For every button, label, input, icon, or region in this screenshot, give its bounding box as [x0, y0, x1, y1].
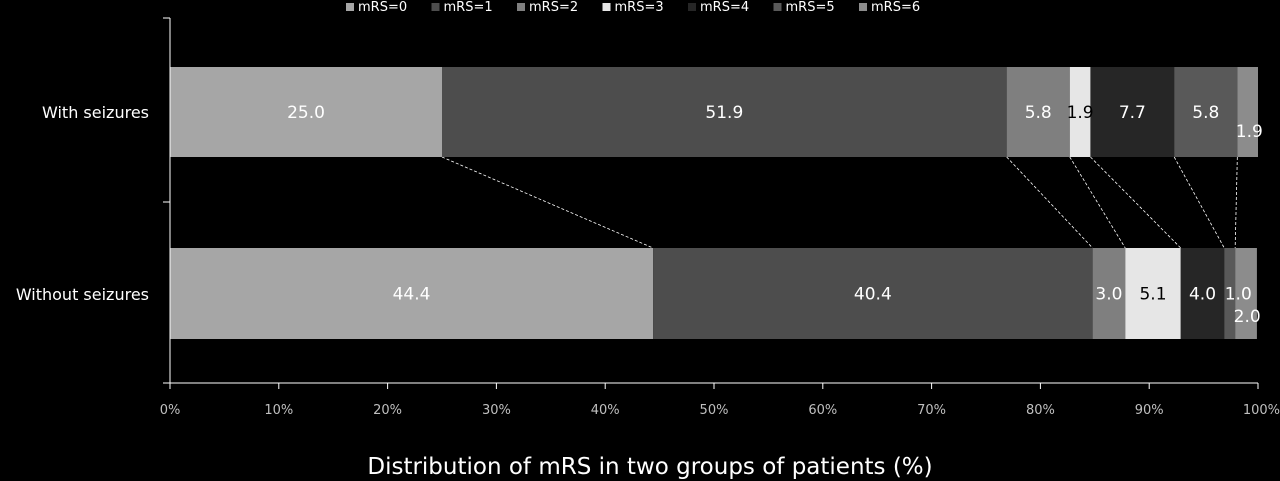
bar-segment: [1180, 248, 1225, 339]
data-label: 4.0: [1189, 285, 1216, 305]
legend-swatch-mRS=6: [859, 3, 867, 11]
series-connector: [441, 156, 654, 249]
series-connector: [1234, 156, 1238, 249]
bar-segment: [442, 67, 1007, 157]
legend-swatch-mRS=4: [688, 3, 696, 11]
legend-swatch-mRS=2: [517, 3, 525, 11]
data-label: 2.0: [1234, 307, 1261, 327]
data-label: 1.9: [1236, 122, 1263, 142]
data-label: 7.7: [1119, 103, 1146, 123]
data-label: 44.4: [393, 285, 431, 305]
category-labels: With seizures Without seizures: [16, 103, 149, 304]
x-tick-label: 70%: [917, 403, 946, 418]
legend: mRS=0 mRS=1 mRS=2 mRS=3 mRS=4 mRS=5 mRS=6: [346, 0, 920, 15]
data-label: 3.0: [1095, 285, 1122, 305]
series-connector: [1069, 156, 1126, 249]
data-label: 51.9: [705, 103, 743, 123]
category-label: With seizures: [42, 103, 149, 122]
bar-segment: [1092, 248, 1126, 339]
bar-segment: [1235, 248, 1257, 339]
legend-label: mRS=6: [871, 0, 920, 15]
x-axis-title: Distribution of mRS in two groups of pat…: [367, 454, 932, 480]
series-connector: [1173, 156, 1225, 249]
series-connector: [1006, 156, 1093, 249]
data-label: 1.9: [1067, 103, 1094, 123]
x-tick-label: 90%: [1135, 403, 1164, 418]
x-tick-label: 20%: [373, 403, 402, 418]
bar-segment: [1069, 67, 1091, 157]
data-label: 5.8: [1192, 103, 1219, 123]
x-tick-label: 80%: [1026, 403, 1055, 418]
bar-segment: [1174, 67, 1238, 157]
legend-swatch-mRS=1: [431, 3, 440, 11]
x-tick-label: 40%: [591, 403, 620, 418]
bar-segment: [1125, 248, 1181, 339]
legend-label: mRS=3: [615, 0, 664, 15]
legend-label: mRS=5: [786, 0, 835, 15]
legend-label: mRS=2: [529, 0, 578, 15]
x-tick-label: 10%: [264, 403, 293, 418]
bar-segment: [170, 248, 654, 339]
legend-label: mRS=0: [358, 0, 407, 15]
legend-label: mRS=1: [444, 0, 493, 15]
bar-segment: [653, 248, 1093, 339]
data-label: 1.0: [1225, 285, 1252, 305]
bar-segment: [1224, 248, 1236, 339]
bar-segment: [170, 67, 442, 157]
category-label: Without seizures: [16, 285, 149, 304]
x-tick-label: 0%: [160, 403, 181, 418]
data-label: 5.8: [1025, 103, 1052, 123]
bar-segment: [1237, 67, 1258, 157]
data-label: 5.1: [1139, 285, 1166, 305]
x-tick-label: 30%: [482, 403, 511, 418]
x-tick-label: 100%: [1243, 403, 1280, 418]
bar-segment: [1090, 67, 1175, 157]
legend-swatch-mRS=5: [773, 3, 782, 11]
series-connector: [1090, 156, 1182, 249]
series-connectors: [441, 156, 1238, 249]
bar-segment: [1006, 67, 1070, 157]
x-tick-label: 60%: [808, 403, 837, 418]
legend-swatch-mRS=0: [346, 3, 354, 11]
legend-swatch-mRS=3: [602, 3, 611, 11]
bars: 25.0 51.9 5.8 1.9 7.7 5.8 1.9 44.4 40.4 3.0 5.1 4.0…: [170, 67, 1263, 339]
data-label: 40.4: [854, 285, 892, 305]
legend-label: mRS=4: [700, 0, 749, 15]
data-label: 25.0: [287, 103, 325, 123]
x-tick-label: 50%: [700, 403, 729, 418]
x-ticks: 0% 10% 20% 30% 40% 50% 60% 70% 80% 90% 100%: [160, 383, 1280, 418]
